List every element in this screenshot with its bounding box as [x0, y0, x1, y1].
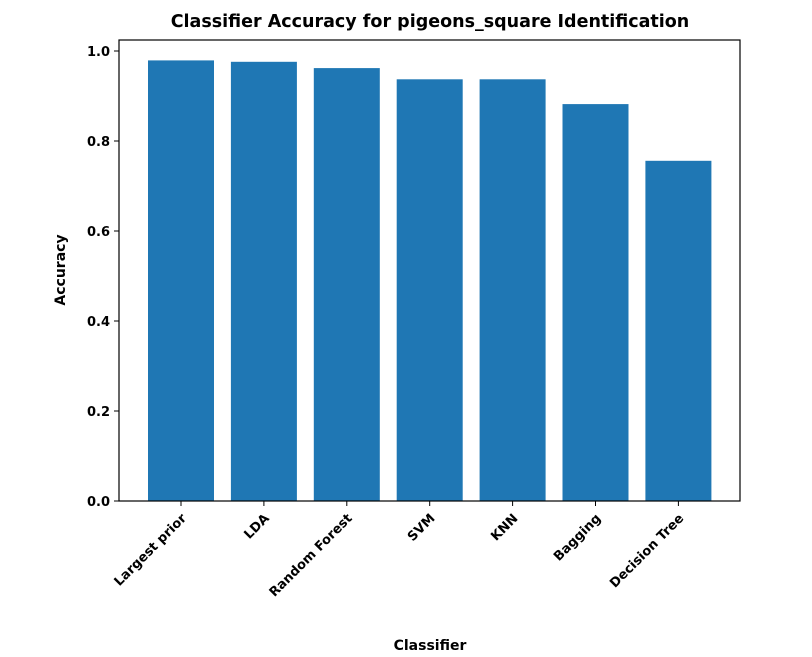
x-tick-label: Random Forest [267, 511, 356, 600]
bars-group [148, 60, 712, 502]
x-tick-label: Bagging [551, 511, 604, 564]
bar-svm [396, 79, 463, 502]
x-tick-label: Largest prior [112, 511, 191, 590]
bar-bagging [562, 104, 629, 501]
y-axis-ticks: 0.0 0.2 0.4 0.6 0.8 1.0 [87, 45, 119, 510]
y-tick-label: 0.8 [87, 135, 110, 150]
x-tick-label: KNN [488, 511, 521, 544]
x-axis-label: Classifier [394, 638, 467, 654]
y-tick-label: 0.2 [87, 405, 110, 420]
y-tick-label: 1.0 [87, 45, 110, 60]
y-tick-label: 0.6 [87, 225, 110, 240]
bar-largest-prior [148, 60, 214, 502]
x-tick-label: LDA [242, 511, 273, 542]
y-axis-label: Accuracy [53, 234, 69, 305]
y-tick-label: 0.0 [87, 495, 110, 510]
chart-title: Classifier Accuracy for pigeons_square I… [171, 12, 690, 32]
y-tick-label: 0.4 [87, 315, 110, 330]
bar-lda [230, 61, 297, 502]
plot-frame [118, 39, 741, 502]
bar-decision-tree [645, 160, 712, 502]
bar-knn [479, 79, 546, 502]
x-tick-label: Decision Tree [607, 511, 687, 591]
bar-random-forest [313, 68, 380, 501]
x-tick-label: SVM [405, 511, 438, 544]
